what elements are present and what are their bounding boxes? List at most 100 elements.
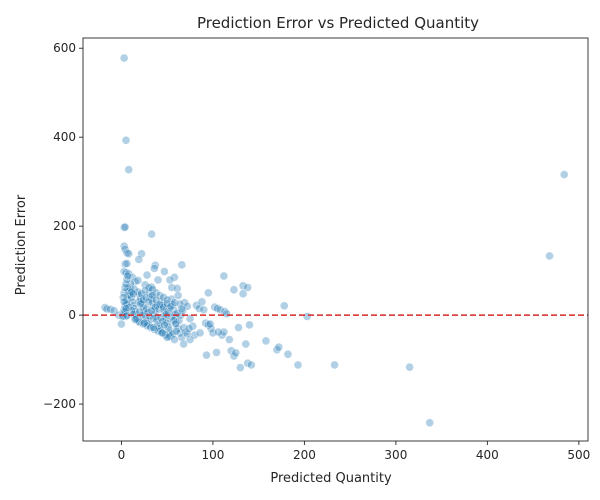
scatter-point xyxy=(302,312,312,321)
scatter-point xyxy=(172,326,181,336)
x-tick-label: 100 xyxy=(201,448,224,462)
scatter-point xyxy=(234,323,243,332)
scatter-point xyxy=(160,267,169,276)
scatter-point xyxy=(119,288,129,298)
scatter-point xyxy=(293,360,303,370)
scatter-point xyxy=(141,293,151,302)
scatter-point xyxy=(118,293,128,302)
scatter-point xyxy=(145,288,155,298)
x-tick-label: 500 xyxy=(567,448,590,462)
scatter-point xyxy=(154,304,164,314)
scatter-point xyxy=(147,229,156,239)
scatter-point xyxy=(162,333,172,342)
scatter-point xyxy=(425,418,435,428)
scatter-point xyxy=(199,305,209,315)
scatter-point xyxy=(219,271,229,281)
scatter-point xyxy=(166,301,176,311)
scatter-point xyxy=(559,170,569,179)
scatter-point xyxy=(405,362,414,372)
scatter-point xyxy=(226,346,236,356)
scatter-point xyxy=(139,295,148,305)
scatter-point xyxy=(177,304,187,314)
scatter-point xyxy=(149,314,158,323)
scatter-point xyxy=(195,328,205,338)
scatter-point xyxy=(123,271,133,281)
scatter-point xyxy=(243,283,252,292)
x-tick-label: 0 xyxy=(118,448,126,462)
scatter-point xyxy=(120,283,130,292)
scatter-point xyxy=(185,314,195,323)
scatter-point xyxy=(140,318,149,328)
scatter-point xyxy=(158,328,167,338)
scatter-point xyxy=(204,288,213,298)
scatter-point xyxy=(197,297,207,307)
scatter-point xyxy=(120,222,130,232)
y-tick-label: 0 xyxy=(68,308,76,322)
scatter-point xyxy=(130,277,140,287)
scatter-point xyxy=(124,165,134,174)
scatter-point xyxy=(153,275,163,285)
y-tick-label: −200 xyxy=(43,397,76,411)
scatter-point xyxy=(142,270,152,280)
scatter-point xyxy=(150,264,159,273)
scatter-point xyxy=(274,342,284,352)
scatter-point xyxy=(121,279,131,289)
scatter-point xyxy=(149,323,158,332)
scatter-point xyxy=(102,304,112,314)
x-tick-label: 400 xyxy=(476,448,499,462)
scatter-point xyxy=(172,284,182,293)
x-axis-label: Predicted Quantity xyxy=(270,471,392,486)
scatter-point xyxy=(241,339,251,349)
scatter-point xyxy=(215,305,225,315)
x-axis-ticks: 0 100 200 300 400 500 xyxy=(118,441,590,462)
scatter-point xyxy=(170,273,179,282)
scatter-point xyxy=(133,276,143,285)
y-axis-ticks: −200 0 200 400 600 xyxy=(43,41,83,411)
scatter-point xyxy=(279,301,289,311)
scatter-point xyxy=(213,304,222,313)
scatter-point xyxy=(130,315,140,324)
scatter-point xyxy=(148,291,157,300)
scatter-point xyxy=(170,335,179,344)
scatter-point xyxy=(190,330,199,340)
scatter-point xyxy=(170,298,179,307)
scatter-point xyxy=(238,289,248,299)
scatter-point xyxy=(261,336,271,346)
x-tick-label: 300 xyxy=(384,448,407,462)
y-tick-label: 200 xyxy=(53,219,76,233)
scatter-point xyxy=(160,320,169,330)
scatter-point xyxy=(119,241,129,251)
scatter-point xyxy=(121,136,131,145)
scatter-point xyxy=(118,311,128,321)
scatter-point xyxy=(120,307,130,316)
scatter-point xyxy=(119,53,129,63)
scatter-point xyxy=(122,275,132,284)
scatter-point xyxy=(119,223,129,232)
scatter-point xyxy=(129,289,138,299)
scatter-point xyxy=(247,360,256,370)
scatter-point xyxy=(165,275,175,285)
scatter-point xyxy=(122,259,132,268)
scatter-point xyxy=(151,295,161,305)
scatter-point xyxy=(229,285,239,295)
scatter-point xyxy=(134,255,144,264)
scatter-point xyxy=(214,327,223,337)
y-tick-label: 600 xyxy=(53,41,76,55)
scatter-point xyxy=(150,260,160,270)
scatter-point xyxy=(205,319,215,329)
y-axis-label: Prediction Error xyxy=(14,194,29,295)
y-tick-label: 400 xyxy=(53,130,76,144)
scatter-point xyxy=(182,329,192,339)
chart-title: Prediction Error vs Predicted Quantity xyxy=(197,14,479,32)
scatter-point xyxy=(148,285,157,294)
x-tick-label: 200 xyxy=(293,448,316,462)
scatter-point xyxy=(175,299,185,309)
scatter-point xyxy=(177,260,187,270)
scatter-point xyxy=(159,302,168,312)
scatter-point xyxy=(171,319,180,329)
scatter-point xyxy=(225,335,234,344)
scatter-point xyxy=(117,319,126,329)
scatter-point xyxy=(173,291,183,300)
